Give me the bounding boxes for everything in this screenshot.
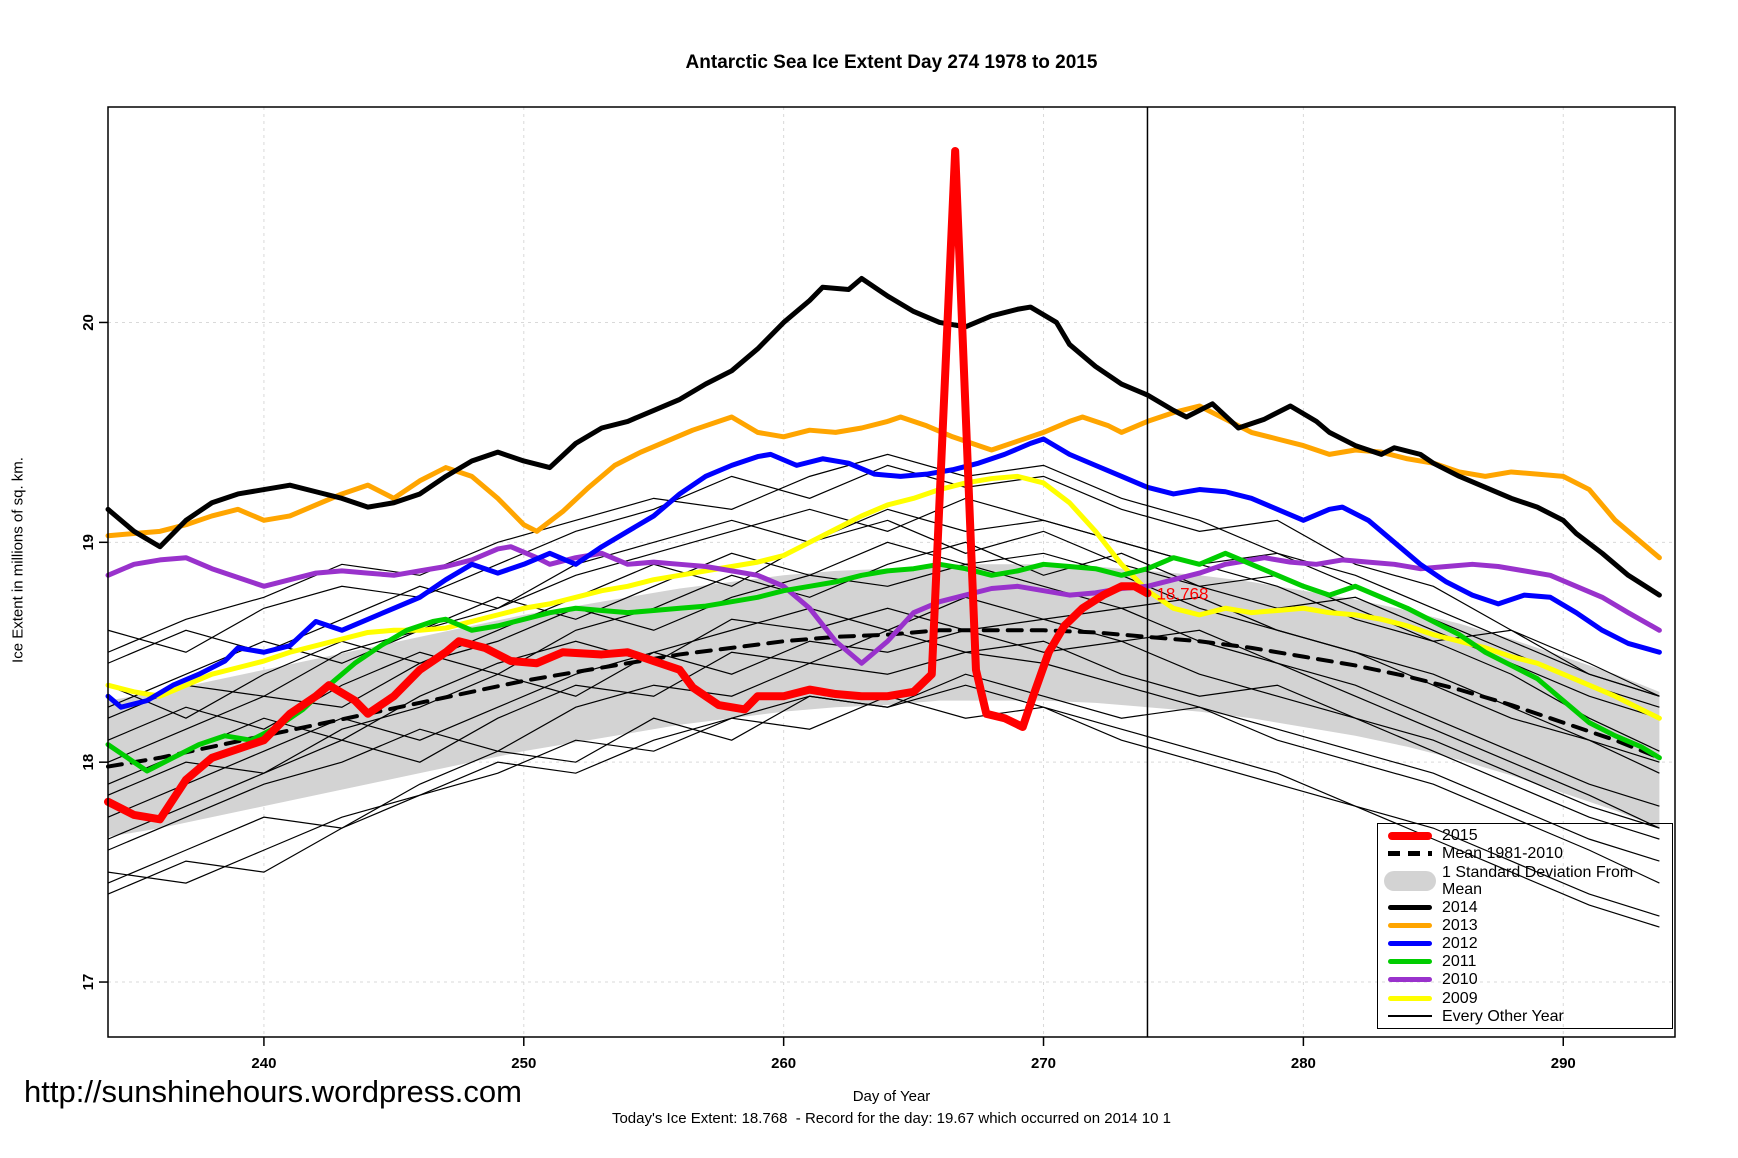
plot-border	[107, 106, 1676, 1038]
today-value-annotation: 18.768	[1156, 584, 1208, 603]
svg-text:270: 270	[1031, 1055, 1056, 1072]
legend-label: 2012	[1442, 935, 1478, 953]
svg-text:20: 20	[80, 314, 97, 331]
legend-label: 2014	[1442, 898, 1478, 916]
legend-swatch-cell	[1378, 904, 1442, 910]
footer-summary: Today's Ice Extent: 18.768 - Record for …	[611, 1110, 1172, 1127]
series-line-2013	[105, 403, 1662, 561]
legend-swatch-2012	[1388, 941, 1432, 947]
svg-text:17: 17	[80, 974, 97, 991]
legend-label: 2013	[1442, 916, 1478, 934]
legend-item-2011: 2011	[1378, 953, 1672, 970]
legend-swatch-2014	[1388, 904, 1432, 910]
svg-text:260: 260	[771, 1055, 796, 1072]
legend-swatch-2009	[1388, 995, 1432, 1001]
svg-text:250: 250	[511, 1055, 536, 1072]
legend-label: Mean 1981-2010	[1442, 845, 1563, 863]
legend-swatch-cell	[1378, 995, 1442, 1001]
legend-swatch-cell	[1378, 959, 1442, 965]
legend-label: 1 Standard Deviation From Mean	[1442, 863, 1634, 898]
legend-swatch-cell	[1378, 1015, 1442, 1017]
series-line-2009	[105, 473, 1662, 721]
legend-swatch-cell	[1378, 851, 1442, 857]
legend-item-2010: 2010	[1378, 971, 1672, 988]
legend-swatch-cell	[1378, 922, 1442, 928]
axis-ticks: 240 250 260 270 280 290 17 18 19 20	[80, 314, 1576, 1072]
svg-text:19: 19	[80, 534, 97, 551]
series-line-2011	[105, 550, 1662, 774]
series-line-2015	[104, 146, 1152, 824]
legend-swatch-cell	[1378, 870, 1442, 891]
legend-swatch-cell	[1378, 941, 1442, 947]
legend-label: 2015	[1442, 827, 1478, 845]
legend-swatch-every-other-year	[1388, 1015, 1432, 1017]
legend-item-2012: 2012	[1378, 935, 1672, 952]
legend-swatch-2015	[1388, 831, 1432, 840]
legend-item-2009: 2009	[1378, 990, 1672, 1007]
legend-item-stddev: 1 Standard Deviation From Mean	[1378, 864, 1672, 898]
legend-swatch-2010	[1388, 977, 1432, 983]
series-line-2010	[105, 544, 1662, 666]
std-dev-band	[108, 564, 1660, 837]
series-lines	[104, 146, 1662, 824]
legend-swatch-cell	[1378, 977, 1442, 983]
legend-item-every-other-year: Every Other Year	[1378, 1008, 1672, 1025]
page-title: Antarctic Sea Ice Extent Day 274 1978 to…	[685, 52, 1098, 73]
every-other-year-lines	[107, 453, 1660, 928]
series-line-2014	[105, 275, 1662, 598]
svg-text:280: 280	[1291, 1055, 1316, 1072]
legend-label: 2011	[1442, 953, 1477, 971]
legend-swatch-mean	[1388, 851, 1432, 857]
legend-label: Every Other Year	[1442, 1007, 1564, 1025]
legend-label: 2009	[1442, 989, 1478, 1007]
x-axis-label: Day of Year	[852, 1088, 931, 1105]
legend-item-2014: 2014	[1378, 899, 1672, 916]
legend-swatch-stddev-band	[1384, 870, 1436, 891]
legend-swatch-cell	[1378, 831, 1442, 840]
legend-item-mean: Mean 1981-2010	[1378, 845, 1672, 862]
legend-swatch-2013	[1388, 922, 1432, 928]
svg-text:290: 290	[1551, 1055, 1576, 1072]
legend-label: 2010	[1442, 971, 1478, 989]
legend-item-2013: 2013	[1378, 917, 1672, 934]
series-line-2012	[105, 436, 1662, 710]
legend-item-2015: 2015	[1378, 827, 1672, 844]
legend-swatch-2011	[1388, 959, 1432, 965]
svg-text:18: 18	[80, 754, 97, 771]
legend-box: 2015 Mean 1981-2010 1 Standard Deviation…	[1377, 823, 1673, 1029]
site-url: http://sunshinehours.wordpress.com	[24, 1074, 522, 1109]
svg-text:240: 240	[251, 1055, 276, 1072]
